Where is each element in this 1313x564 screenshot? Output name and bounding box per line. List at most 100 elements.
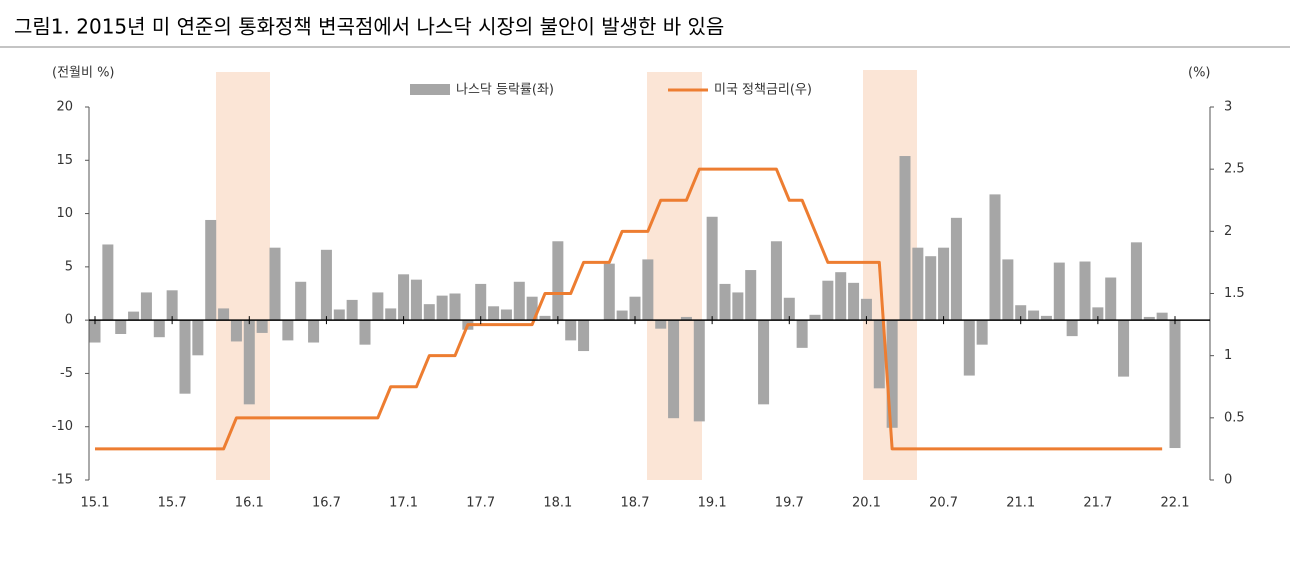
x-tick-label: 20.1 — [852, 496, 881, 511]
x-tick-label: 18.1 — [543, 496, 572, 511]
y2-tick-label: 0 — [1224, 473, 1232, 488]
x-tick-label: 21.1 — [1006, 496, 1035, 511]
chart-title: 그림1. 2015년 미 연준의 통화정책 변곡점에서 나스닥 시장의 불안이 … — [14, 15, 724, 39]
bar — [140, 292, 152, 321]
bar — [719, 283, 731, 321]
x-tick-label: 16.1 — [235, 496, 264, 511]
x-tick-label: 20.7 — [929, 496, 958, 511]
bar — [282, 320, 294, 341]
bar — [398, 274, 410, 321]
bar — [269, 247, 281, 321]
x-tick-label: 19.7 — [775, 496, 804, 511]
x-tick-label: 18.7 — [621, 496, 650, 511]
y-tick-label: -10 — [52, 419, 73, 434]
bar — [655, 320, 667, 329]
bar — [1143, 316, 1155, 321]
bar — [758, 320, 770, 405]
bar — [1015, 305, 1027, 321]
bar — [1118, 320, 1130, 377]
bar — [822, 280, 834, 321]
x-tick-label: 15.1 — [81, 496, 110, 511]
bar — [629, 296, 641, 321]
y2-axis-label: (%) — [1188, 66, 1211, 81]
y2-tick-label: 1 — [1224, 348, 1232, 363]
bar — [436, 295, 448, 321]
shaded-periods — [216, 70, 917, 480]
bar — [809, 314, 821, 321]
y2-tick-label: 0.5 — [1224, 410, 1245, 425]
y2-tick-label: 2.5 — [1224, 162, 1245, 177]
bar — [500, 309, 512, 321]
shade — [216, 72, 270, 480]
bar — [1066, 320, 1078, 337]
bar — [899, 156, 911, 321]
bar — [1105, 277, 1117, 321]
bar — [1028, 310, 1040, 321]
bar — [308, 320, 320, 343]
bar — [642, 259, 654, 321]
bar — [256, 320, 268, 333]
bar — [938, 247, 950, 321]
y2-tick-label: 1.5 — [1224, 286, 1245, 301]
bar — [1002, 259, 1014, 321]
bar — [243, 320, 255, 405]
x-tick-label: 16.7 — [312, 496, 341, 511]
bar — [346, 299, 358, 321]
bar — [603, 263, 615, 321]
x-tick-label: 15.7 — [158, 496, 187, 511]
bar — [333, 309, 345, 321]
bar — [526, 296, 538, 321]
bar — [423, 304, 435, 321]
bar — [218, 308, 230, 321]
bar — [1092, 307, 1104, 321]
bar — [848, 282, 860, 321]
bar — [706, 216, 718, 321]
bar — [565, 320, 577, 341]
x-tick-label: 19.1 — [698, 496, 727, 511]
bar — [192, 320, 204, 356]
bar — [166, 290, 178, 321]
bar — [745, 270, 757, 321]
y-tick-label: 15 — [56, 153, 73, 168]
y2-tick-label: 2 — [1224, 224, 1232, 239]
bar — [488, 306, 500, 321]
bar — [89, 320, 101, 343]
bar — [886, 320, 898, 428]
bar — [693, 320, 705, 422]
legend-label: 미국 정책금리(우) — [714, 83, 812, 98]
y-axis-label: (전월비 %) — [52, 66, 115, 81]
y-tick-label: -15 — [52, 473, 73, 488]
bar — [950, 217, 962, 321]
bar — [989, 194, 1001, 321]
bar — [925, 256, 937, 321]
x-tick-label: 22.1 — [1161, 496, 1190, 511]
bar — [578, 320, 590, 352]
bar — [372, 292, 384, 321]
bar — [963, 320, 975, 376]
y-tick-label: 0 — [65, 313, 73, 328]
bar — [410, 279, 422, 321]
x-tick-label: 21.7 — [1083, 496, 1112, 511]
bar — [860, 298, 872, 321]
bar — [295, 281, 307, 321]
bar — [668, 320, 680, 419]
bar — [385, 308, 397, 321]
bar — [449, 293, 461, 321]
bar — [513, 281, 525, 321]
legend-label: 나스닥 등락률(좌) — [456, 83, 554, 98]
bar — [102, 244, 114, 321]
bar — [835, 272, 847, 321]
y2-tick-label: 3 — [1224, 100, 1232, 115]
bar — [732, 292, 744, 321]
bar — [205, 219, 217, 321]
bar — [796, 320, 808, 348]
bar — [1079, 261, 1091, 321]
bar — [770, 241, 782, 321]
bar — [1053, 262, 1065, 321]
shade — [647, 72, 702, 480]
line — [95, 167, 1163, 451]
y-tick-label: -5 — [60, 366, 73, 381]
bar — [359, 320, 371, 345]
bar — [976, 320, 988, 345]
